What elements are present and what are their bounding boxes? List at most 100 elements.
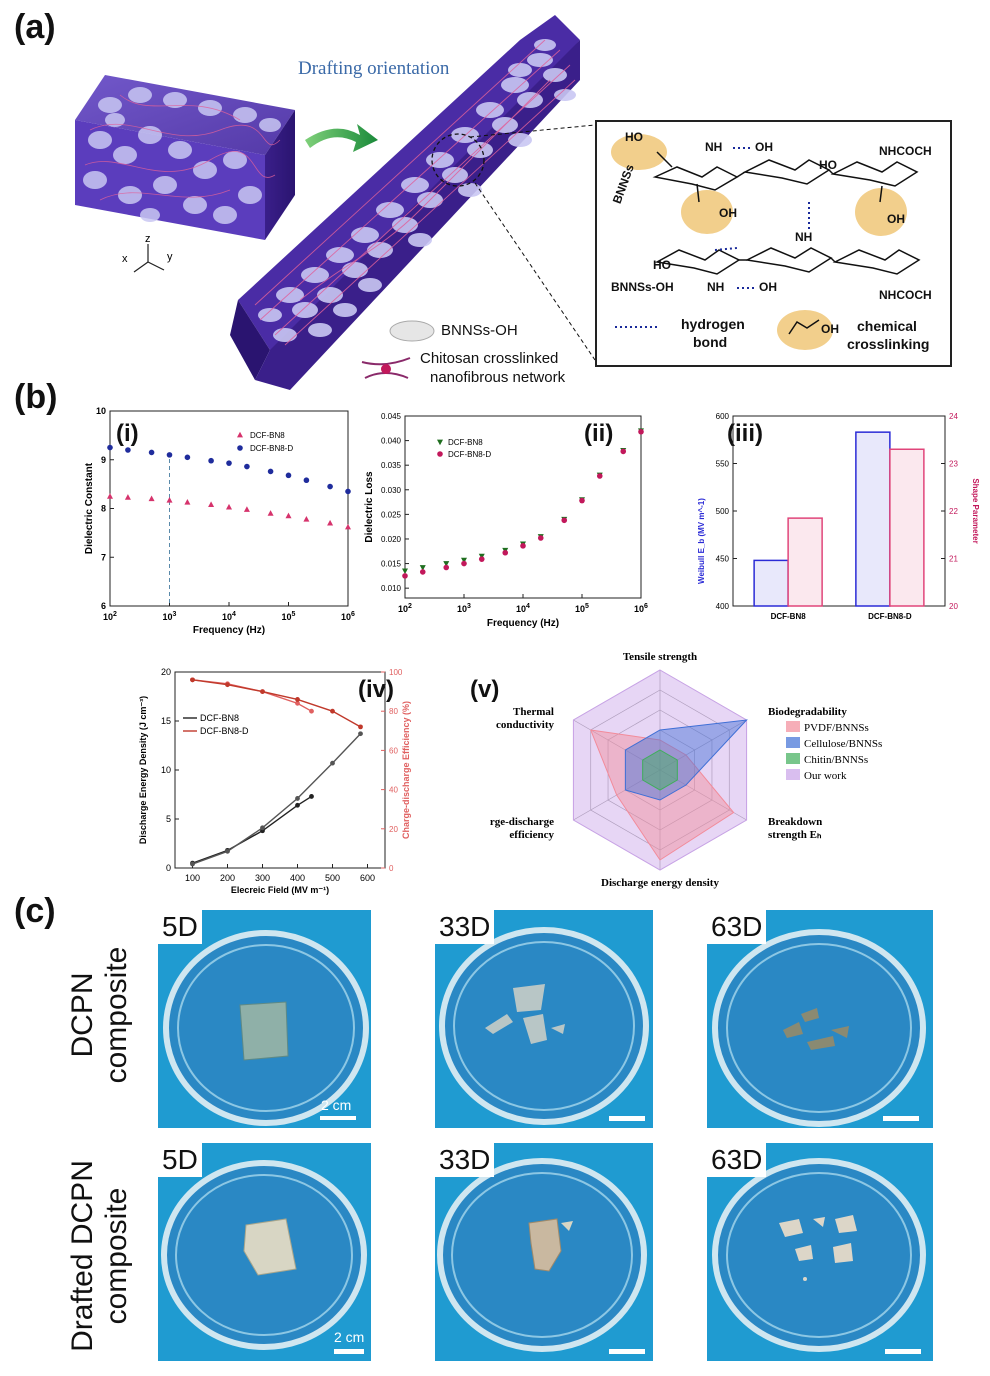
data-point <box>478 556 485 562</box>
x-axis-label: Elecreic Field (MV m⁻¹) <box>231 885 329 895</box>
data-point <box>267 468 274 475</box>
photo-dcpn-63d: 63D <box>707 910 933 1128</box>
data-point <box>107 444 113 451</box>
row1-label-line1: DCPN <box>66 972 99 1058</box>
chart-dielectric-loss: 0.010 0.015 0.020 0.025 0.030 0.035 0.040 0.045… <box>364 412 648 629</box>
day-label: 63D <box>707 1143 767 1177</box>
data-point <box>107 493 113 499</box>
chem-oh-4: OH <box>759 280 777 294</box>
data-point <box>260 689 265 694</box>
y-tick-label: 0.025 <box>381 510 402 519</box>
chem-nh2-1: NH <box>705 140 723 154</box>
legend-swatch <box>786 737 800 748</box>
drafting-arrow-icon <box>305 124 378 152</box>
subpanel-ii-label: (ii) <box>584 420 614 447</box>
chart-dielectric-constant: 6 7 8 9 10 102 103 104 105 106 DCF-BN8 DCF-BN8-D Fre… <box>84 406 355 636</box>
scale-bar-label: 2 cm <box>334 1329 365 1345</box>
y-axis-label: Dielectric Constant <box>84 462 95 554</box>
series-line-DCF-BN8 <box>192 795 312 864</box>
panel-a-label: (a) <box>14 8 56 46</box>
data-point <box>208 457 214 464</box>
chemical-structure-box: BNNSs HO NH OH HO NHCOCH OH OH NH HO BNN… <box>595 120 952 367</box>
x-tick-label: 102 <box>103 611 117 622</box>
data-point <box>226 460 232 466</box>
chem-nhcoch3-2: NHCOCH <box>879 288 932 302</box>
petri-dish-image <box>712 929 926 1127</box>
x-tick-label: DCF-BN8 <box>771 612 807 621</box>
y2-tick-label: 22 <box>949 507 958 516</box>
chem-bnnss-oh: BNNSs-OH <box>611 280 674 294</box>
x-tick-label: DCF-BN8-D <box>868 612 912 621</box>
x-tick-label: 104 <box>222 611 236 622</box>
chart-radar: Tensile strength Biodegradability Breakdow… <box>490 651 882 889</box>
data-point <box>327 483 333 490</box>
chem-oh-1: OH <box>755 140 773 154</box>
y2-tick-label: 20 <box>949 602 958 611</box>
photo-drafted-5d: 5D 2 cm <box>158 1143 371 1361</box>
data-point <box>124 494 131 500</box>
data-point <box>309 794 314 799</box>
chem-nh2-2: NH <box>795 230 813 244</box>
y2-tick-label: 40 <box>389 786 398 795</box>
legend-marker <box>437 451 443 457</box>
series-line-DCF-BN8 efficiency <box>192 679 312 712</box>
data-point <box>419 565 426 571</box>
axis-z-label: z <box>145 233 151 245</box>
radar-axis-label: Biodegradability <box>768 706 847 718</box>
x-tick-label: 103 <box>163 611 177 622</box>
legend-chitosan-line2: nanofibrous network <box>430 369 566 386</box>
bnnss-icon <box>389 320 435 342</box>
bar-weibull <box>753 559 789 607</box>
y-tick-label: 500 <box>716 507 730 516</box>
y-tick-label: 15 <box>161 716 171 726</box>
y2-tick-label: 0 <box>389 864 394 873</box>
y2-tick-label: 80 <box>389 707 398 716</box>
data-point <box>303 516 310 522</box>
subpanel-v-label: (v) <box>470 676 500 703</box>
xyz-axes <box>133 244 165 273</box>
data-point <box>125 447 131 453</box>
radar-axis-label: Discharge energy density <box>601 877 719 889</box>
row2-label: Drafted DCPN composite <box>66 1136 146 1376</box>
legend-label: Our work <box>804 770 847 782</box>
petri-dish-image <box>439 927 649 1125</box>
radar-spoke <box>659 769 747 821</box>
undrafted-block <box>75 75 295 240</box>
y2-tick-label: 20 <box>389 825 398 834</box>
data-point <box>190 677 195 683</box>
chitosan-structure-diagram <box>611 134 921 350</box>
y-tick-label: 7 <box>101 552 106 562</box>
day-label: 5D <box>158 1143 202 1177</box>
y-tick-label: 0.045 <box>381 412 402 421</box>
chem-hbond-line2: bond <box>693 334 728 350</box>
chem-ho-2: HO <box>819 158 837 172</box>
data-point <box>225 848 230 854</box>
legend-label: DCF-BN8-D <box>200 726 249 736</box>
data-point <box>260 825 265 831</box>
y2-axis-label: Charge-discharge Efficiency (%) <box>401 701 411 839</box>
x-tick-label: 103 <box>457 603 471 614</box>
y-tick-label: 8 <box>101 504 106 514</box>
chem-oh-3: OH <box>887 212 905 226</box>
photo-dcpn-5d: 5D 2 cm <box>158 910 371 1128</box>
data-point <box>345 523 351 530</box>
data-point <box>190 861 195 867</box>
petri-dish-image <box>437 1158 647 1354</box>
chem-hbond-line1: hydrogen <box>681 316 745 332</box>
data-point <box>208 501 215 507</box>
x-tick-label: 400 <box>290 873 305 883</box>
radar-series-Chitin/BNNSs <box>642 749 678 791</box>
y-tick-label: 0.015 <box>381 560 402 569</box>
data-point <box>295 802 300 808</box>
data-point <box>443 564 450 571</box>
data-point <box>327 519 334 526</box>
x-tick-label: 500 <box>325 873 340 883</box>
radar-spoke <box>573 719 661 771</box>
subpanel-iv-label: (iv) <box>358 676 394 703</box>
chem-nh2-3: NH <box>707 280 725 294</box>
data-point <box>461 557 467 564</box>
data-point <box>358 724 363 730</box>
panel-b-label: (b) <box>14 378 58 416</box>
radar-series-PVDF/BNNSs <box>589 729 735 861</box>
series-line-DCF-BN8-D <box>192 733 362 865</box>
